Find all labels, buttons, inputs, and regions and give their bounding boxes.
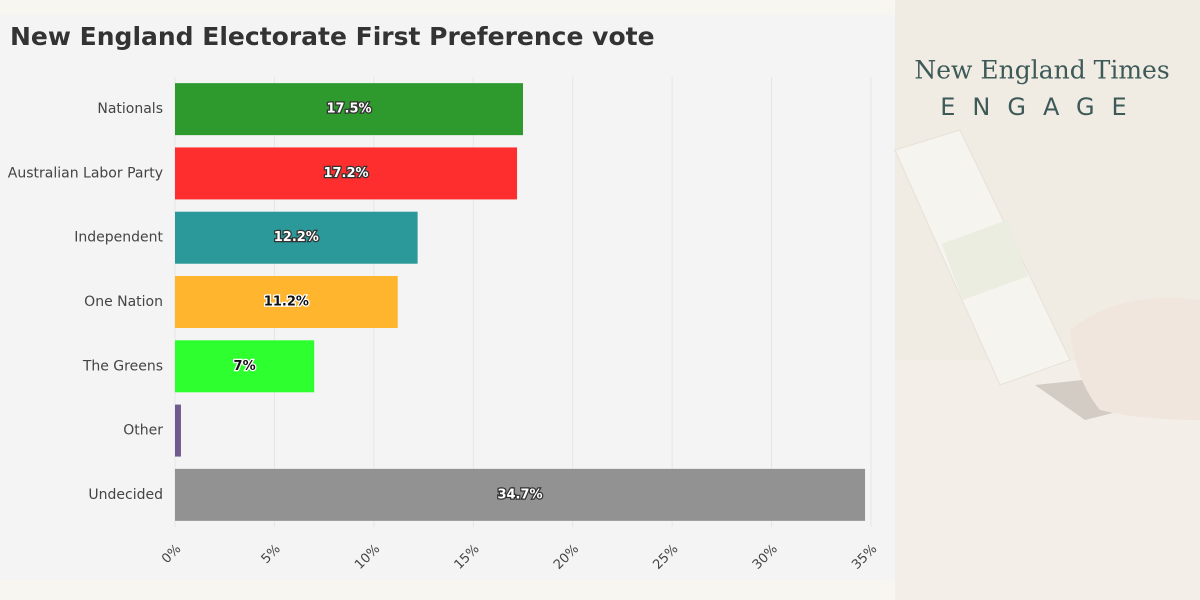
value-label: 7% (234, 359, 256, 374)
y-tick-label: One Nation (84, 294, 163, 310)
y-tick-label: Independent (74, 230, 163, 246)
chart-title: New England Electorate First Preference … (10, 22, 655, 51)
y-tick-label: Nationals (97, 101, 163, 117)
y-tick-label: Undecided (88, 487, 163, 503)
brand-tagline: ENGAGE (940, 93, 1143, 121)
brand-name: New England Times (914, 56, 1169, 85)
value-label: 17.2% (323, 166, 368, 181)
photo-background (894, 0, 1200, 600)
bar (175, 404, 181, 457)
bar (175, 83, 523, 136)
value-label: 12.2% (274, 230, 319, 245)
y-tick-label: Australian Labor Party (8, 165, 163, 181)
value-label: 11.2% (264, 295, 309, 310)
bar (175, 340, 315, 393)
bar (175, 147, 518, 200)
value-label: 17.5% (326, 102, 371, 117)
bar (175, 211, 418, 264)
y-tick-label: The Greens (82, 358, 163, 374)
bar (175, 276, 398, 328)
y-tick-label: Other (123, 423, 163, 439)
bar (175, 468, 866, 521)
value-label: 34.7% (497, 487, 542, 502)
